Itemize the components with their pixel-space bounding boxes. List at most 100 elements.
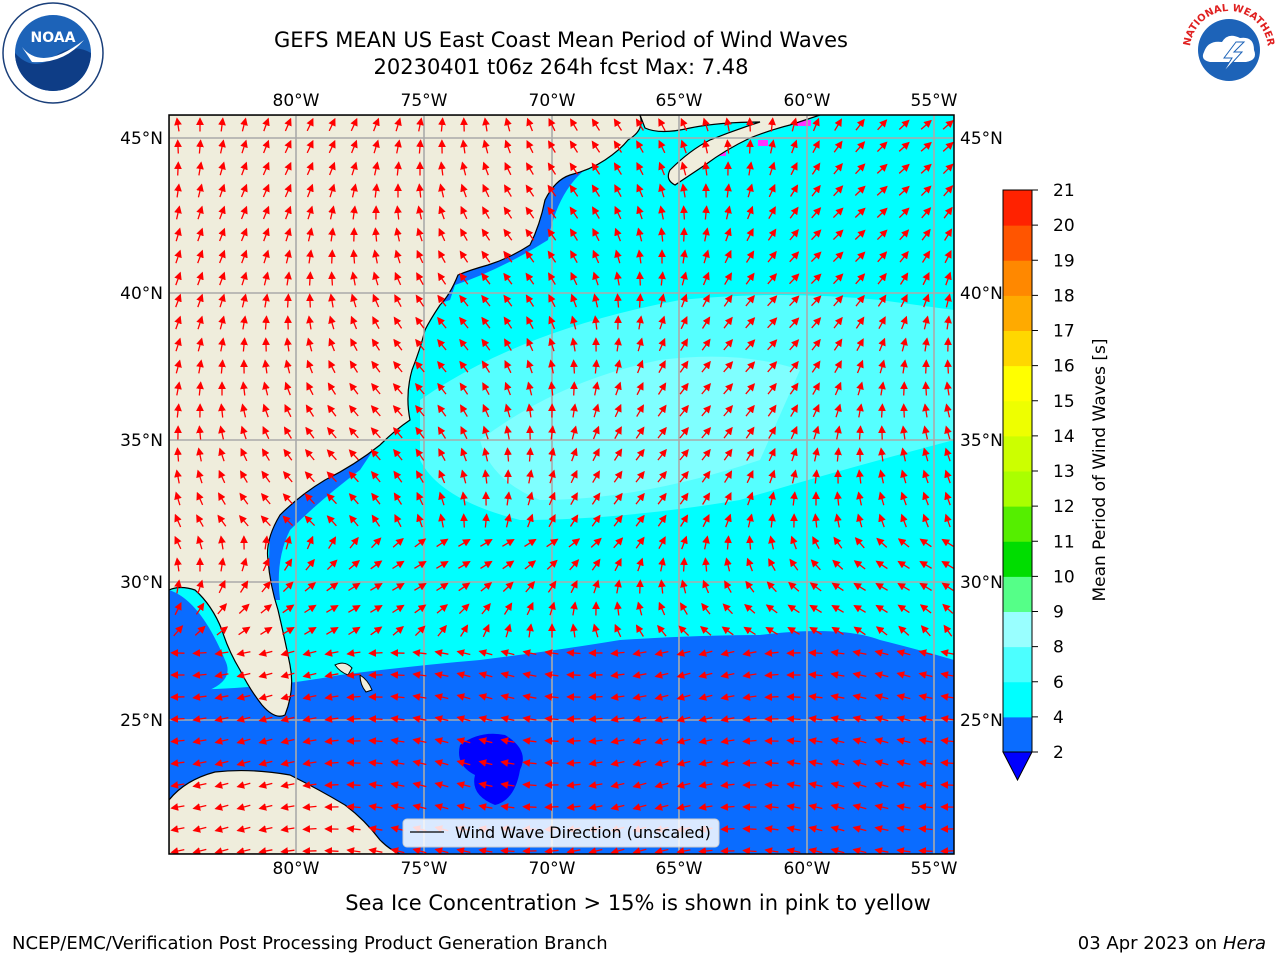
wave-direction-arrow bbox=[809, 627, 822, 635]
wave-direction-arrow bbox=[370, 405, 381, 417]
wave-direction-arrow bbox=[502, 581, 514, 592]
wave-direction-arrow bbox=[460, 447, 468, 462]
wave-direction-arrow bbox=[809, 582, 822, 592]
colorbar-tick-label: 4 bbox=[1053, 708, 1064, 728]
wave-direction-arrow bbox=[480, 539, 493, 547]
wave-direction-arrow bbox=[460, 139, 468, 154]
wave-direction-arrow bbox=[588, 693, 603, 701]
wave-direction-arrow bbox=[282, 493, 293, 505]
wave-direction-arrow bbox=[504, 162, 512, 176]
wave-direction-arrow bbox=[196, 359, 204, 374]
wave-direction-arrow bbox=[920, 163, 932, 174]
wave-direction-arrow bbox=[768, 513, 776, 528]
wave-direction-arrow bbox=[698, 693, 713, 701]
lon-label: 55°W bbox=[911, 91, 958, 111]
wave-direction-arrow bbox=[876, 537, 888, 548]
wave-direction-arrow bbox=[680, 602, 688, 615]
wave-direction-arrow bbox=[170, 715, 185, 723]
wave-direction-arrow bbox=[262, 139, 270, 154]
wave-direction-arrow bbox=[437, 360, 447, 373]
wave-direction-arrow bbox=[196, 227, 204, 242]
wave-direction-arrow bbox=[723, 316, 733, 329]
wave-direction-arrow bbox=[326, 627, 339, 635]
wave-direction-arrow bbox=[900, 425, 908, 440]
wave-direction-arrow bbox=[459, 360, 469, 373]
wave-direction-arrow bbox=[855, 118, 865, 131]
wave-direction-arrow bbox=[522, 715, 537, 723]
wave-direction-arrow bbox=[922, 272, 930, 286]
wave-direction-arrow bbox=[262, 293, 270, 308]
wave-direction-arrow bbox=[326, 559, 338, 571]
wave-direction-arrow bbox=[680, 117, 688, 132]
wave-direction-arrow bbox=[855, 251, 866, 263]
wave-direction-arrow bbox=[504, 425, 512, 440]
wave-direction-arrow bbox=[702, 227, 710, 242]
wave-direction-arrow bbox=[658, 293, 666, 308]
wave-direction-arrow bbox=[944, 293, 952, 308]
wave-direction-arrow bbox=[390, 715, 405, 723]
wave-direction-arrow bbox=[856, 359, 864, 374]
wave-direction-arrow bbox=[591, 184, 601, 197]
wave-direction-arrow bbox=[372, 249, 380, 264]
wave-direction-arrow bbox=[786, 737, 801, 745]
wave-direction-arrow bbox=[371, 338, 381, 351]
wave-direction-arrow bbox=[526, 469, 534, 484]
wave-direction-arrow bbox=[482, 469, 490, 484]
wave-direction-arrow bbox=[174, 117, 182, 132]
wave-direction-arrow bbox=[852, 759, 867, 767]
wave-direction-arrow bbox=[170, 759, 185, 767]
wave-direction-arrow bbox=[350, 205, 358, 220]
colorbar-tick-label: 17 bbox=[1053, 322, 1075, 342]
wave-direction-arrow bbox=[723, 361, 734, 373]
wave-direction-arrow bbox=[348, 427, 359, 439]
wave-direction-arrow bbox=[614, 293, 622, 308]
colorbar-tick-label: 14 bbox=[1053, 427, 1075, 447]
wave-direction-arrow bbox=[547, 206, 557, 219]
wave-direction-arrow bbox=[456, 715, 471, 723]
wave-direction-arrow bbox=[262, 227, 270, 242]
lon-label: 65°W bbox=[656, 91, 703, 111]
wave-direction-arrow bbox=[658, 315, 666, 330]
wave-direction-arrow bbox=[434, 803, 449, 811]
wave-direction-arrow bbox=[680, 514, 689, 527]
wave-direction-arrow bbox=[765, 627, 778, 635]
wave-direction-arrow bbox=[394, 271, 402, 286]
wave-direction-arrow bbox=[240, 117, 248, 132]
nws-logo: NATIONAL WEATHER SERVICE bbox=[1178, 2, 1276, 96]
wave-direction-arrow bbox=[943, 185, 954, 197]
wave-direction-arrow bbox=[657, 470, 667, 483]
wave-direction-arrow bbox=[324, 649, 339, 657]
wave-direction-arrow bbox=[742, 737, 757, 745]
wave-direction-arrow bbox=[414, 538, 427, 548]
wave-direction-arrow bbox=[306, 161, 314, 176]
wave-direction-arrow bbox=[746, 205, 754, 220]
colorbar-label: Mean Period of Wind Waves [s] bbox=[1090, 338, 1110, 601]
wave-direction-arrow bbox=[918, 715, 933, 723]
wave-direction-arrow bbox=[240, 271, 248, 286]
wave-direction-arrow bbox=[368, 649, 383, 657]
wave-direction-arrow bbox=[328, 360, 336, 374]
wave-direction-arrow bbox=[701, 316, 711, 329]
wave-direction-arrow bbox=[635, 492, 645, 505]
wave-direction-arrow bbox=[504, 184, 512, 197]
wave-direction-arrow bbox=[592, 403, 600, 418]
wave-direction-arrow bbox=[811, 295, 822, 307]
wave-direction-arrow bbox=[614, 359, 622, 374]
wave-direction-arrow bbox=[481, 338, 491, 351]
wave-direction-arrow bbox=[922, 403, 930, 418]
wave-direction-arrow bbox=[636, 162, 644, 176]
wave-direction-arrow bbox=[306, 205, 314, 220]
wave-direction-arrow bbox=[701, 602, 711, 615]
wave-direction-arrow bbox=[456, 803, 471, 811]
wave-direction-arrow bbox=[878, 381, 886, 396]
wave-direction-arrow bbox=[745, 250, 755, 263]
wave-direction-arrow bbox=[789, 295, 800, 307]
wave-direction-arrow bbox=[658, 271, 666, 286]
wave-direction-arrow bbox=[764, 803, 779, 811]
wave-direction-arrow bbox=[478, 781, 493, 789]
wave-direction-arrow bbox=[635, 118, 644, 131]
wave-direction-arrow bbox=[482, 623, 490, 638]
wave-direction-arrow bbox=[304, 604, 317, 614]
wave-direction-arrow bbox=[526, 491, 534, 506]
wave-direction-arrow bbox=[196, 491, 204, 506]
